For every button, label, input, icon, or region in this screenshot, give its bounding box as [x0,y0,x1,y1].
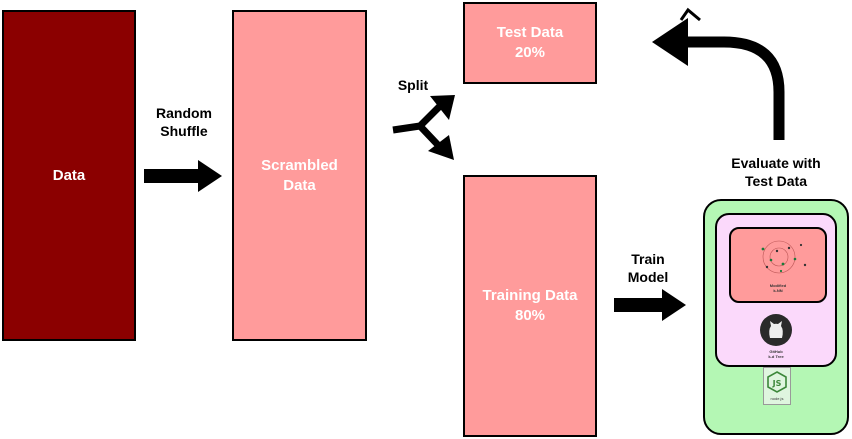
knn-scatter-icon [761,240,807,274]
evaluate-label-line2: Test Data [745,173,807,189]
evaluate-label: Evaluate with Test Data [708,154,844,190]
shuffle-label-line1: Random [156,105,212,121]
training-label-line2: 80% [514,307,546,324]
screen-caption-line1: Modified [769,283,787,288]
random-shuffle-label: Random Shuffle [136,104,232,140]
split-arrow-icon [392,95,455,160]
model-device: Modified k-NN GitHub k-d Tree JS node.js [703,199,849,435]
test-label-line1: Test Data [496,24,564,41]
training-data-box: Training Data 80% [463,175,597,437]
screen-caption-line2: k-NN [773,288,783,293]
shuffle-label-line2: Shuffle [160,123,208,139]
scrambled-data-box: Scrambled Data [232,10,367,341]
train-arrow-icon [614,289,686,321]
device-inner-panel: Modified k-NN GitHub k-d Tree [715,213,837,367]
test-label-line2: 20% [514,44,545,61]
evaluate-curved-arrow-icon [652,7,785,140]
scrambled-label-line1: Scrambled [261,156,338,174]
knn-screen: Modified k-NN [729,227,827,303]
training-label-line1: Training Data [482,287,578,304]
nodejs-hexagon-icon: JS node.js [763,367,791,405]
evaluate-label-line1: Evaluate with [731,155,821,171]
shuffle-arrow-icon [144,160,222,192]
split-label: Split [397,77,429,93]
train-model-label: Train Model [608,250,688,286]
data-box-label: Data [52,166,86,184]
github-caption-line1: GitHub [769,349,783,354]
scrambled-label-line2: Data [283,176,316,194]
train-label-line1: Train [631,251,665,267]
screen-caption: Modified k-NN [731,283,825,293]
test-data-box: Test Data 20% [463,2,597,84]
github-octocat-icon [760,314,792,346]
svg-text:JS: JS [772,379,782,388]
nodejs-caption: node.js [770,396,784,401]
github-caption: GitHub k-d Tree [717,349,835,359]
data-box: Data [2,10,136,341]
github-caption-line2: k-d Tree [768,354,784,359]
train-label-line2: Model [627,269,669,285]
